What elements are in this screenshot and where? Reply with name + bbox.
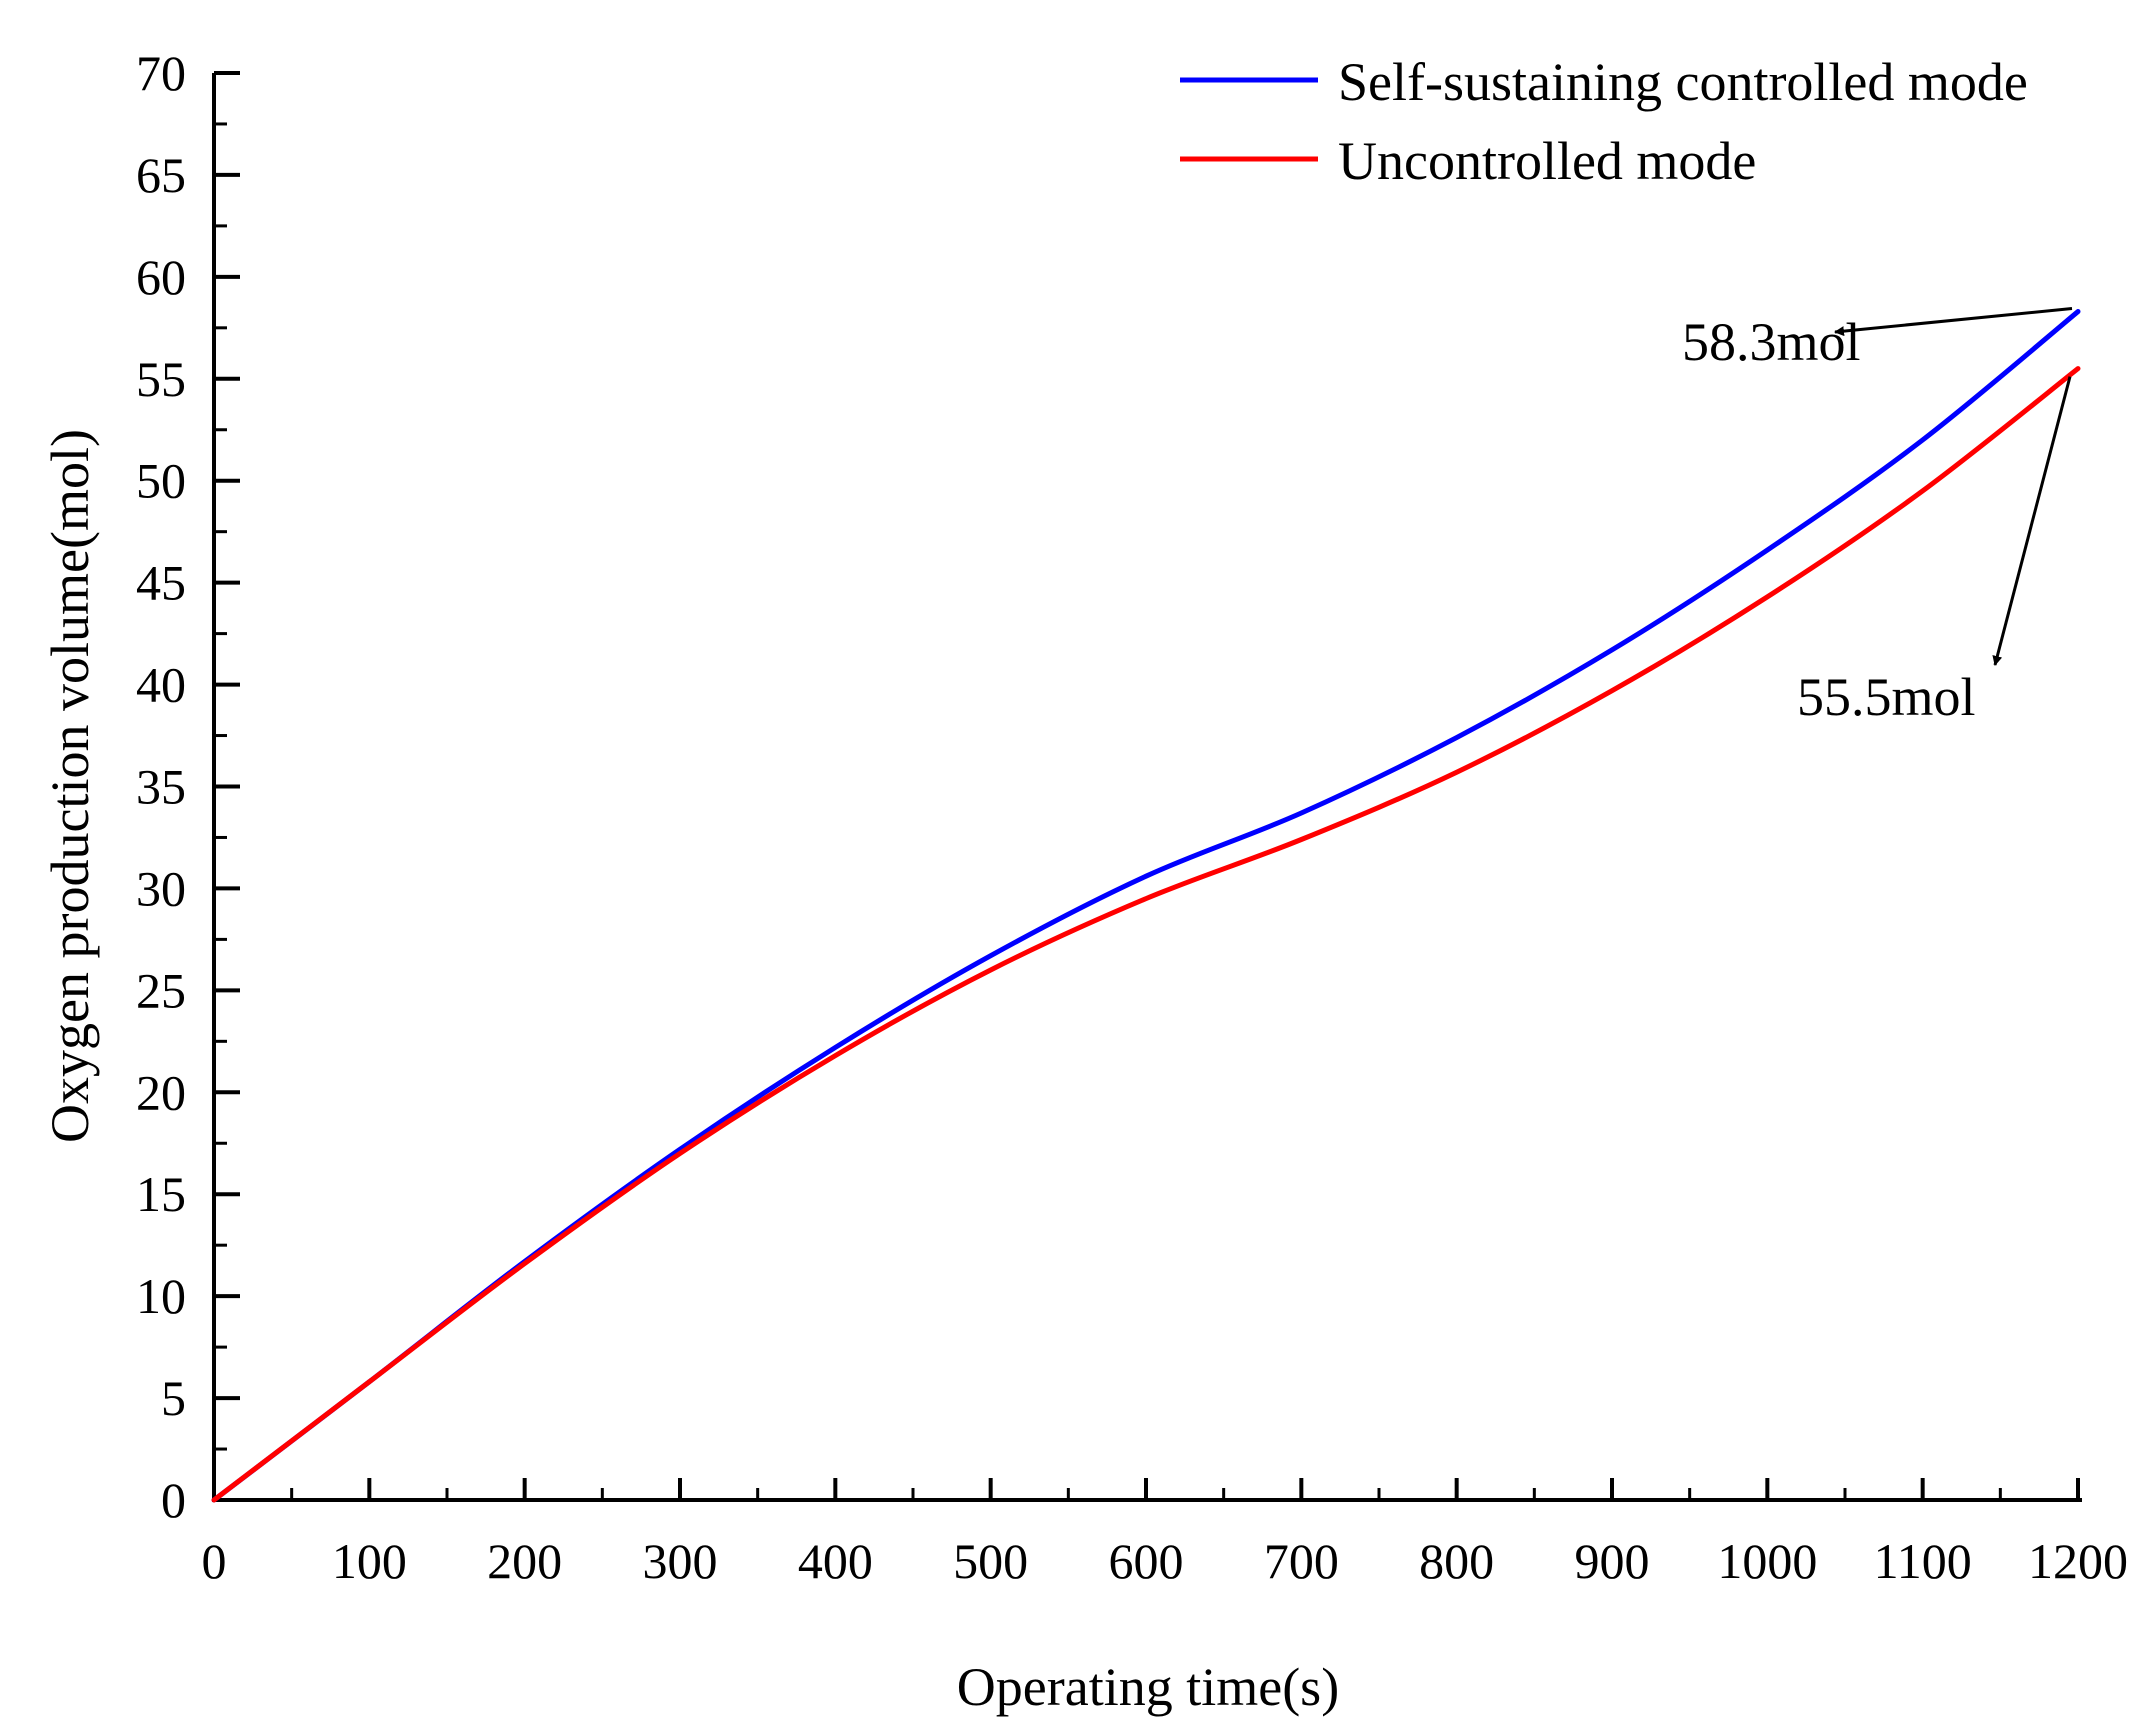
y-tick-label-50: 50 (136, 453, 186, 509)
x-tick-label-300: 300 (643, 1533, 718, 1589)
legend-label-self-sustaining: Self-sustaining controlled mode (1338, 52, 2028, 112)
y-tick-label-10: 10 (136, 1268, 186, 1324)
y-tick-label-20: 20 (136, 1064, 186, 1120)
x-tick-label-800: 800 (1419, 1533, 1494, 1589)
x-tick-label-0: 0 (202, 1533, 227, 1589)
x-tick-label-1200: 1200 (2028, 1533, 2128, 1589)
y-tick-label-55: 55 (136, 351, 186, 407)
y-axis-title: Oxygen production volume(mol) (40, 429, 100, 1143)
annotation-arrow-58-3 (1834, 307, 2073, 337)
x-tick-label-400: 400 (798, 1533, 873, 1589)
y-tick-label-25: 25 (136, 962, 186, 1018)
y-tick-label-30: 30 (136, 860, 186, 916)
y-tick-label-0: 0 (161, 1472, 186, 1528)
x-tick-label-500: 500 (953, 1533, 1028, 1589)
x-ticks: 0 100 200 300 400 500 600 700 800 900 1000 1100 1200 (202, 1478, 2128, 1589)
x-tick-label-200: 200 (487, 1533, 562, 1589)
y-tick-label-70: 70 (136, 45, 186, 101)
y-ticks: 0 5 10 15 20 25 30 35 40 45 50 55 60 65 70 (136, 45, 240, 1528)
series-line-uncontrolled (211, 366, 2081, 1503)
annotations: 58.3mol 55.5mol (1682, 307, 2073, 727)
x-tick-label-1100: 1100 (1874, 1533, 1972, 1589)
axes: 0 100 200 300 400 500 600 700 800 900 1000 1100 1200… (136, 45, 2128, 1589)
x-tick-label-600: 600 (1109, 1533, 1184, 1589)
x-tick-label-900: 900 (1575, 1533, 1650, 1589)
y-tick-label-35: 35 (136, 759, 186, 815)
annotation-label-58-3: 58.3mol (1682, 312, 1861, 372)
legend: Self-sustaining controlled mode Uncontro… (1180, 52, 2028, 191)
x-tick-label-700: 700 (1264, 1533, 1339, 1589)
annotation-label-55-5: 55.5mol (1797, 667, 1976, 727)
x-axis-title: Operating time(s) (957, 1657, 1339, 1717)
series-layer (211, 309, 2081, 1503)
y-tick-label-65: 65 (136, 147, 186, 203)
y-tick-label-60: 60 (136, 249, 186, 305)
y-tick-label-45: 45 (136, 555, 186, 611)
x-tick-label-100: 100 (332, 1533, 407, 1589)
series-line-self-sustaining (211, 309, 2081, 1503)
y-tick-label-40: 40 (136, 657, 186, 713)
x-tick-label-1000: 1000 (1717, 1533, 1817, 1589)
y-tick-label-15: 15 (136, 1166, 186, 1222)
legend-label-uncontrolled: Uncontrolled mode (1338, 131, 1756, 191)
y-tick-label-5: 5 (161, 1370, 186, 1426)
annotation-arrow-55-5 (1992, 376, 2072, 666)
